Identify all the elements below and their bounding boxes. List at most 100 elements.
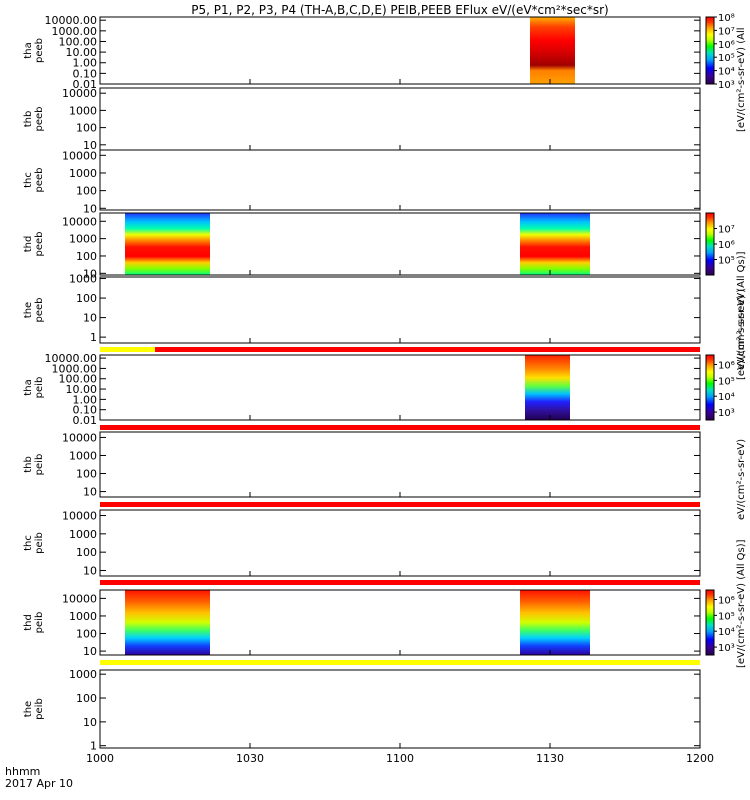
panel-species-label: peeb [34,232,45,257]
x-axis-label: hhmm [5,765,40,778]
colorbar-tick-label: 10⁵ [718,256,735,267]
panel-probe-label: thc [23,172,34,188]
y-tick-label: 100 [76,292,97,305]
panel-species-label: peeb [34,38,45,63]
status-segment-1 [100,425,700,430]
status-bar-the-peib [100,660,700,665]
y-tick-label: 100 [76,250,97,263]
panel-probe-label: tha [23,42,34,58]
colorbar-tick-label: 10⁴ [718,627,735,638]
y-tick-label: 10 [83,139,97,152]
panel-the-peeb: 1000 100 10 1 the peeb [23,273,701,344]
spectrogram-block-2 [520,590,590,655]
colorbar: 10⁶ 10⁵ 10⁴ 10³ [705,589,735,656]
figure-title: P5, P1, P2, P3, P4 (TH-A,B,C,D,E) PEIB,P… [191,3,608,17]
colorbar-unit-peib-2: eV/(cm²-s-sr-eV) [736,439,747,520]
panel-thb-peeb: 10000 1000 100 10 thb peeb [23,87,701,152]
colorbar-tick-label: 10⁵ [718,611,735,622]
y-tick-label: 10 [83,486,97,499]
panel-stack: 10000.001000.00100.0010.001.000.100.01th… [23,13,735,753]
x-tick-label: 1030 [236,752,264,765]
colorbar-tick-label: 10⁶ [718,240,735,251]
panel-probe-label: the [23,302,34,318]
y-tick-label: 10 [83,267,97,280]
spectrogram-block-2 [520,213,590,275]
plot-frame [99,354,701,421]
panel-the-peib: 1000 100 10 1 the peib [23,668,701,753]
panel-species-label: peeb [34,298,45,323]
status-segment-1 [100,660,700,665]
panel-probe-label: thd [23,614,34,631]
colorbar-tick-label: 10³ [718,408,735,419]
plot-frame [99,509,701,577]
y-tick-label: 10000 [62,87,97,100]
x-axis: 1000 1030 1100 1130 1200 [86,752,714,765]
colorbar-tick-label: 10⁶ [718,596,735,607]
y-tick-label: 10000 [62,149,97,162]
y-tick-label: 0.01 [73,414,98,427]
status-bar-the-peeb [100,347,700,352]
panel-species-label: peib [34,698,45,720]
plot-frame [99,87,701,151]
colorbar-tick-label: 10⁸ [718,13,735,24]
status-segment-1 [100,502,700,507]
status-bar-thc-peib [100,580,700,585]
colorbar-tick-label: 10³ [718,80,735,91]
colorbar-tick-label: 10³ [718,643,735,654]
y-tick-label: 100 [76,185,97,198]
panel-probe-label: tha [23,379,34,395]
panel-thc-peib: 10000 1000 100 10 thc peib [23,509,701,577]
plot-frame [99,276,701,344]
plot-frame [99,431,701,498]
panel-probe-label: thb [23,456,34,473]
panel-species-label: peeb [34,168,45,193]
colorbar-tick-label: 10⁵ [718,376,735,387]
y-tick-label: 10 [83,202,97,215]
x-tick-label: 1100 [386,752,414,765]
y-tick-label: 100 [76,546,97,559]
status-segment-2 [155,347,700,352]
y-tick-label: 10000.00 [45,14,98,27]
y-tick-label: 10 [83,645,97,658]
colorbar-gradient [705,354,715,421]
colorbar-tick-label: 10⁴ [718,67,735,78]
colorbar-tick-label: 10⁷ [718,26,735,37]
panel-species-label: peib [34,454,45,476]
spectrogram-block-1 [125,590,210,655]
y-tick-label: 1000 [69,528,97,541]
y-tick-label: 1000 [69,668,97,681]
panel-probe-label: thb [23,111,34,128]
y-tick-label: 1000.00 [52,25,98,38]
colorbar-tick-label: 10⁴ [718,392,735,403]
y-tick-label: 1000 [69,104,97,117]
colorbar-unit-peib: [eV/(cm²-s-sr-eV) (All Qs)] [736,539,747,668]
y-tick-label: 10000 [62,431,97,444]
y-tick-label: 10 [83,564,97,577]
colorbar-tick-label: 10⁶ [718,361,735,372]
y-tick-label: 10 [83,716,97,729]
plot-frame [99,669,701,749]
spectrogram-block-1 [125,213,210,275]
colorbar: 10⁶ 10⁵ 10⁴ 10³ [705,354,735,421]
panel-probe-label: thd [23,236,34,253]
y-tick-label: 10.00 [66,383,98,396]
spectrogram-block-1 [525,355,570,420]
status-bar-thb-peib [100,502,700,507]
y-tick-label: 100 [76,468,97,481]
colorbar-gradient [705,212,715,276]
y-tick-label: 10.00 [66,46,98,59]
panel-thd-peib: 10000 1000 100 10 thd peib 10⁶ 10⁵ 10⁴ 10³ [23,589,735,658]
y-tick-label: 10000 [62,592,97,605]
colorbar-unit-peeb-alt: [eV/(cm²-s-sr-eV) (All Qs)] [736,251,747,380]
colorbar-tick-label: 10⁵ [718,53,735,64]
status-segment-1 [100,580,700,585]
y-tick-label: 10000 [62,510,97,523]
colorbar-gradient [705,589,715,656]
y-tick-label: 1 [90,740,97,753]
y-tick-label: 1000 [69,449,97,462]
y-tick-label: 100 [76,628,97,641]
colorbar-tick-label: 10⁶ [718,40,735,51]
